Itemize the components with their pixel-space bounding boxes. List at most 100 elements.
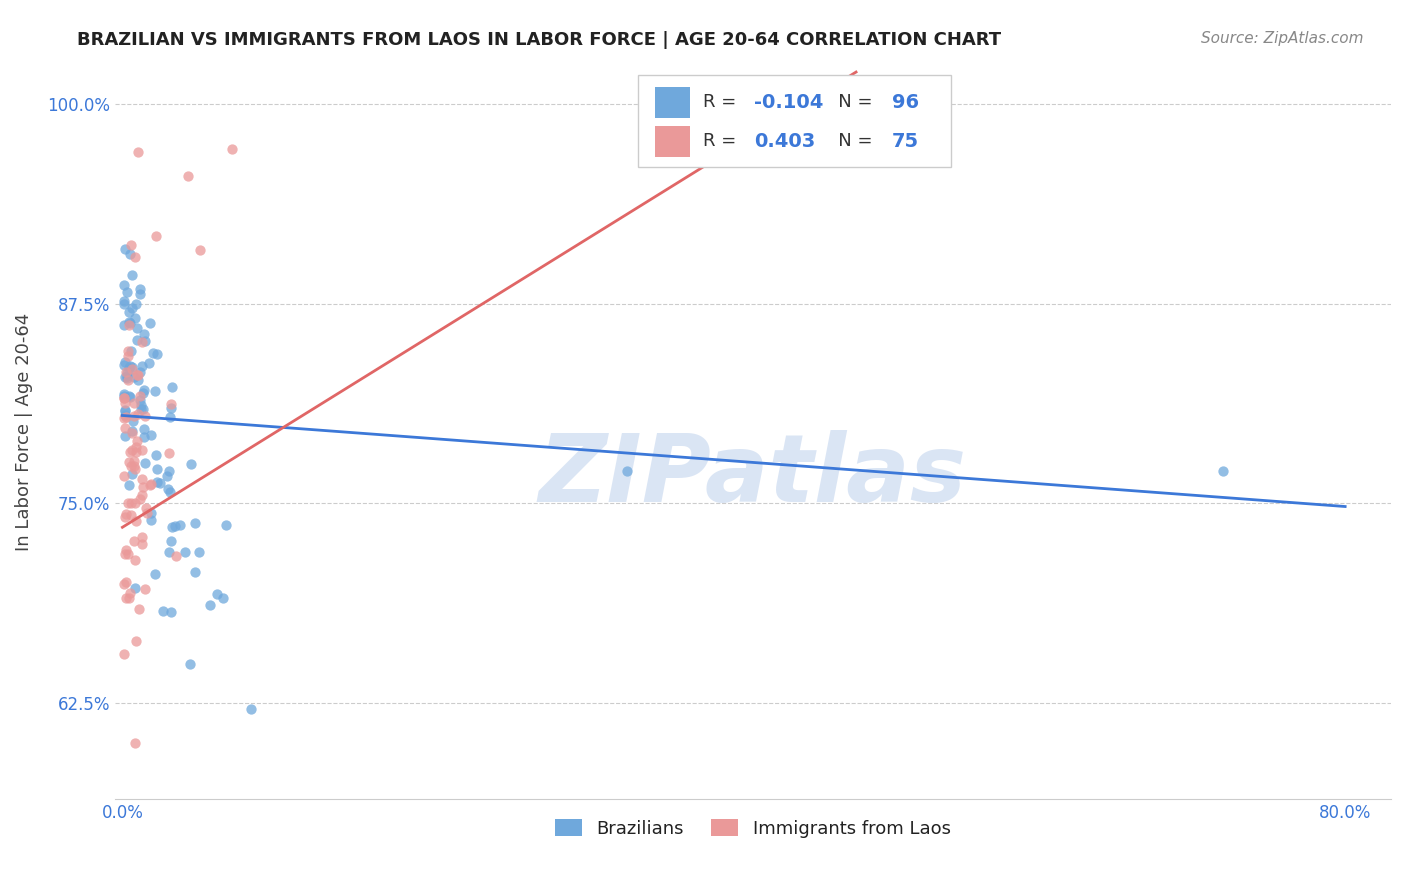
- Point: [120, 238, 142, 252]
- Point: [157, 464, 180, 478]
- Point: [177, 169, 200, 184]
- Point: [112, 296, 135, 310]
- Point: [146, 462, 169, 476]
- Point: [127, 434, 149, 448]
- Point: [127, 368, 149, 383]
- Point: [149, 475, 172, 490]
- Point: [115, 371, 138, 385]
- Point: [180, 457, 202, 471]
- Point: [124, 462, 146, 476]
- Point: [118, 315, 141, 329]
- Point: [128, 491, 150, 506]
- Point: [112, 293, 135, 308]
- Point: [139, 506, 162, 520]
- Point: [120, 508, 142, 522]
- Point: [115, 285, 138, 299]
- Point: [125, 321, 148, 335]
- Point: [134, 456, 156, 470]
- Point: [134, 383, 156, 397]
- Point: [159, 533, 181, 548]
- Point: [118, 586, 141, 600]
- Point: [159, 485, 181, 500]
- Point: [134, 430, 156, 444]
- Point: [114, 403, 136, 417]
- Point: [143, 384, 166, 398]
- Point: [221, 142, 243, 156]
- Point: [114, 507, 136, 521]
- Point: [157, 545, 180, 559]
- Point: [128, 389, 150, 403]
- Point: [163, 519, 186, 533]
- Point: [120, 247, 142, 261]
- Point: [169, 517, 191, 532]
- Point: [214, 517, 236, 532]
- Point: [118, 388, 141, 402]
- Point: [132, 422, 155, 436]
- Y-axis label: In Labor Force | Age 20-64: In Labor Force | Age 20-64: [15, 312, 32, 550]
- Point: [134, 326, 156, 341]
- Point: [124, 409, 146, 423]
- Point: [207, 587, 229, 601]
- Point: [112, 410, 135, 425]
- Point: [134, 582, 156, 596]
- Point: [124, 369, 146, 384]
- Point: [121, 362, 143, 376]
- Point: [184, 516, 207, 531]
- Point: [141, 476, 163, 491]
- Point: [145, 229, 167, 244]
- Point: [114, 242, 136, 256]
- Point: [118, 305, 141, 319]
- Point: [131, 472, 153, 486]
- Point: [122, 396, 145, 410]
- Point: [124, 250, 146, 264]
- Point: [114, 355, 136, 369]
- Point: [121, 425, 143, 439]
- Point: [121, 360, 143, 375]
- Point: [156, 482, 179, 496]
- Point: [128, 365, 150, 379]
- Point: [124, 736, 146, 750]
- Point: [112, 647, 135, 661]
- Point: [120, 316, 142, 330]
- Point: [122, 534, 145, 549]
- Point: [152, 603, 174, 617]
- Point: [118, 361, 141, 376]
- Text: BRAZILIAN VS IMMIGRANTS FROM LAOS IN LABOR FORCE | AGE 20-64 CORRELATION CHART: BRAZILIAN VS IMMIGRANTS FROM LAOS IN LAB…: [77, 31, 1001, 49]
- Point: [118, 478, 141, 492]
- Point: [159, 401, 181, 416]
- Point: [117, 318, 139, 332]
- FancyBboxPatch shape: [655, 126, 690, 157]
- Point: [156, 469, 179, 483]
- Point: [188, 544, 211, 558]
- Point: [165, 549, 187, 563]
- Point: [121, 301, 143, 316]
- Point: [121, 268, 143, 282]
- Point: [121, 426, 143, 441]
- Point: [135, 507, 157, 521]
- Point: [160, 397, 183, 411]
- Point: [139, 316, 162, 330]
- Point: [138, 356, 160, 370]
- Point: [1212, 464, 1234, 478]
- Point: [120, 496, 142, 510]
- Point: [162, 379, 184, 393]
- Point: [139, 513, 162, 527]
- Point: [118, 455, 141, 469]
- Point: [114, 396, 136, 410]
- Point: [114, 365, 136, 379]
- Point: [112, 389, 135, 403]
- Point: [132, 385, 155, 400]
- Point: [129, 399, 152, 413]
- Point: [112, 577, 135, 591]
- Point: [115, 409, 138, 424]
- Point: [211, 591, 233, 606]
- Point: [145, 448, 167, 462]
- Point: [127, 145, 149, 159]
- Point: [128, 287, 150, 301]
- Point: [128, 407, 150, 421]
- Point: [132, 401, 155, 416]
- Point: [142, 345, 165, 359]
- Point: [114, 370, 136, 384]
- Point: [117, 496, 139, 510]
- Point: [117, 373, 139, 387]
